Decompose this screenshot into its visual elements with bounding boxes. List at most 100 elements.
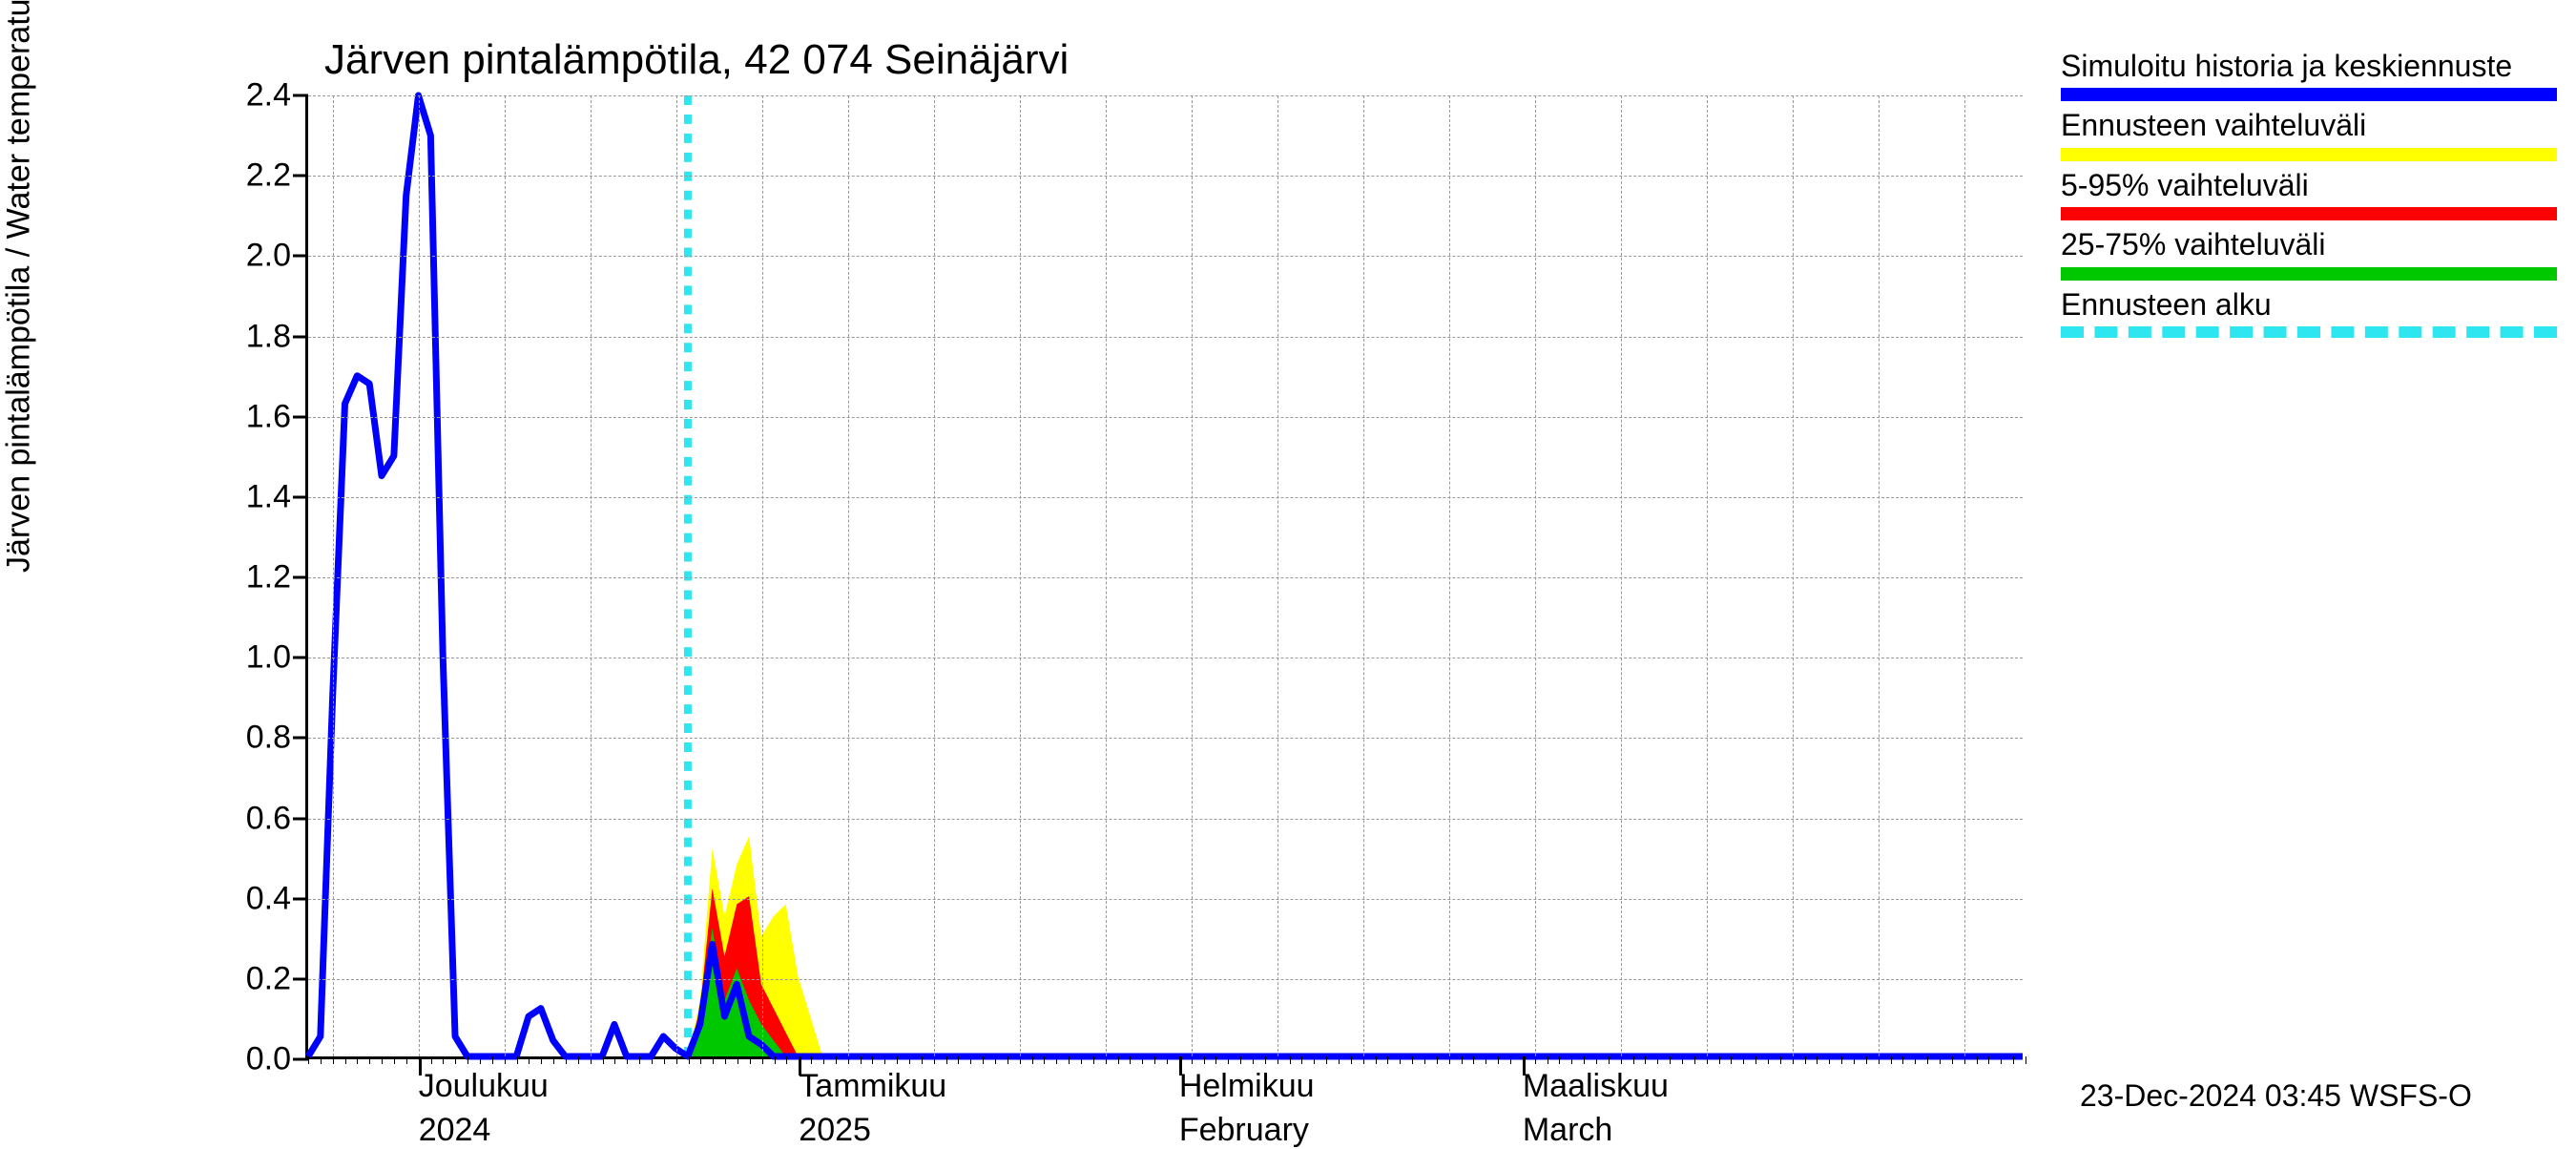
xtick-minor (308, 1056, 309, 1064)
ytick-mark (293, 335, 308, 338)
gridline-h (308, 497, 2023, 498)
xtick-minor (1793, 1056, 1794, 1064)
xtick-minor (1412, 1056, 1413, 1064)
xtick-minor (1719, 1056, 1720, 1064)
legend-label: Ennusteen alku (2061, 286, 2557, 323)
legend-item: 5-95% vaihteluväli (2061, 167, 2557, 220)
xtick-minor (603, 1056, 604, 1064)
ytick-label: 2.2 (246, 157, 291, 195)
xtick-minor (909, 1056, 910, 1064)
gridline-v (848, 95, 849, 1056)
gridline-v (1449, 95, 1450, 1056)
xtick-sublabel: February (1179, 1112, 1309, 1149)
xtick-label: Helmikuu (1179, 1068, 1315, 1105)
gridline-v (1020, 95, 1021, 1056)
xtick-minor (455, 1056, 456, 1064)
xtick-minor (1253, 1056, 1254, 1064)
xtick-minor (652, 1056, 653, 1064)
xtick-minor (836, 1056, 837, 1064)
plot-area: 0.00.20.40.60.81.01.21.41.61.82.02.22.4J… (305, 95, 2023, 1059)
xtick-minor (1301, 1056, 1302, 1064)
ytick-label: 1.2 (246, 559, 291, 596)
footer-timestamp: 23-Dec-2024 03:45 WSFS-O (2080, 1078, 2472, 1114)
xtick-minor (1106, 1056, 1107, 1064)
xtick-sublabel: 2024 (419, 1112, 491, 1149)
xtick-minor (394, 1056, 395, 1064)
xtick-minor (443, 1056, 444, 1064)
chart-title: Järven pintalämpötila, 42 074 Seinäjärvi (324, 36, 1069, 84)
ytick-label: 0.8 (246, 720, 291, 757)
xtick-minor (713, 1056, 714, 1064)
xtick-minor (1657, 1056, 1658, 1064)
gridline-v (1363, 95, 1364, 1056)
xtick-minor (861, 1056, 862, 1064)
xtick-minor (1473, 1056, 1474, 1064)
xtick-minor (529, 1056, 530, 1064)
ytick-mark (293, 897, 308, 900)
xtick-minor (1215, 1056, 1216, 1064)
xtick-minor (1633, 1056, 1634, 1064)
xtick-minor (1694, 1056, 1695, 1064)
ytick-label: 0.6 (246, 800, 291, 837)
xtick-minor (1424, 1056, 1425, 1064)
gridline-v (505, 95, 506, 1056)
ytick-label: 0.4 (246, 880, 291, 917)
ytick-mark (293, 415, 308, 418)
xtick-minor (1927, 1056, 1928, 1064)
xtick-minor (505, 1056, 506, 1064)
xtick-minor (811, 1056, 812, 1064)
xtick-minor (872, 1056, 873, 1064)
xtick-minor (1142, 1056, 1143, 1064)
xtick-minor (1462, 1056, 1463, 1064)
gridline-h (308, 256, 2023, 257)
ytick-mark (293, 175, 308, 178)
xtick-minor (1020, 1056, 1021, 1064)
gridline-v (1793, 95, 1794, 1056)
xtick-minor (578, 1056, 579, 1064)
xtick-minor (1376, 1056, 1377, 1064)
xtick-minor (689, 1056, 690, 1064)
xtick-minor (431, 1056, 432, 1064)
gridline-h (308, 899, 2023, 900)
gridline-h (308, 819, 2023, 820)
xtick-minor (1571, 1056, 1572, 1064)
xtick-minor (1387, 1056, 1388, 1064)
xtick-minor (553, 1056, 554, 1064)
xtick-minor (382, 1056, 383, 1064)
legend-label: 25-75% vaihteluväli (2061, 226, 2557, 262)
xtick-minor (480, 1056, 481, 1064)
xtick-minor (1535, 1056, 1536, 1064)
legend-swatch (2061, 207, 2557, 220)
legend-item: 25-75% vaihteluväli (2061, 226, 2557, 280)
ytick-label: 1.4 (246, 478, 291, 515)
xtick-minor (737, 1056, 738, 1064)
xtick-minor (1854, 1056, 1855, 1064)
xtick-minor (1290, 1056, 1291, 1064)
xtick-minor (1817, 1056, 1818, 1064)
ytick-label: 1.8 (246, 318, 291, 355)
xtick-label: Joulukuu (419, 1068, 549, 1105)
xtick-minor (1743, 1056, 1744, 1064)
xtick-minor (1081, 1056, 1082, 1064)
xtick-minor (1584, 1056, 1585, 1064)
gridline-h (308, 577, 2023, 578)
gridline-h (308, 417, 2023, 418)
xtick-minor (1069, 1056, 1070, 1064)
xtick-minor (700, 1056, 701, 1064)
xtick-minor (614, 1056, 615, 1064)
ytick-label: 2.0 (246, 238, 291, 275)
xtick-minor (1805, 1056, 1806, 1064)
xtick-minor (775, 1056, 776, 1064)
xtick-minor (1780, 1056, 1781, 1064)
ytick-label: 1.0 (246, 639, 291, 677)
xtick-minor (1559, 1056, 1560, 1064)
xtick-minor (1707, 1056, 1708, 1064)
gridline-v (934, 95, 935, 1056)
xtick-minor (1154, 1056, 1155, 1064)
xtick-minor (995, 1056, 996, 1064)
xtick-minor (357, 1056, 358, 1064)
xtick-minor (1056, 1056, 1057, 1064)
ytick-mark (293, 94, 308, 97)
xtick-minor (333, 1056, 334, 1064)
gridline-h (308, 95, 2023, 96)
